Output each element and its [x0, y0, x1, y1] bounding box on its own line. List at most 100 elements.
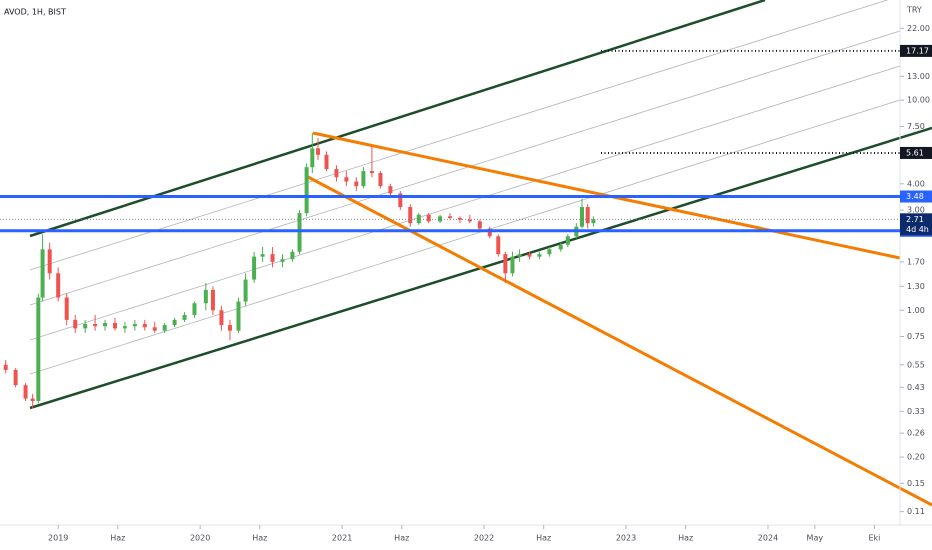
candle-body [83, 324, 88, 329]
y-tick-label: 1.70 [907, 257, 925, 266]
y-tick-label: 0.43 [907, 383, 925, 392]
candle-body [210, 289, 215, 311]
candle-body [565, 236, 570, 245]
x-tick-label: Haz [536, 534, 551, 543]
candle-body [3, 364, 8, 370]
channel-guide [29, 65, 901, 341]
y-tick-label: 13.00 [907, 72, 930, 81]
candle-body [142, 324, 147, 328]
x-tick-label: 2020 [190, 534, 210, 543]
candle-body [182, 314, 187, 320]
candle-body [537, 254, 542, 257]
candle-body [310, 148, 315, 168]
last-price-box [900, 213, 932, 236]
x-tick-label: Haz [678, 534, 693, 543]
candle-body [132, 324, 137, 327]
price-label-box [900, 190, 932, 203]
candle-body [243, 279, 248, 302]
candle-body [297, 213, 302, 252]
candle-body [369, 171, 374, 174]
y-tick-label: 7.50 [907, 122, 925, 131]
x-tick-label: 2022 [474, 534, 494, 543]
candle-body [378, 173, 383, 187]
candle-body [172, 319, 177, 326]
candle-body [388, 186, 393, 194]
countdown-label: 4d 4h [906, 225, 929, 234]
y-tick-label: 0.33 [907, 407, 925, 416]
candle-body [280, 259, 285, 262]
candle-body [354, 181, 359, 187]
x-tick-label: 2024 [758, 534, 778, 543]
candle-body [64, 297, 69, 320]
candle-body [438, 216, 443, 222]
price-label: 5.61 [906, 148, 924, 157]
y-tick-label: 22.00 [907, 24, 930, 33]
x-tick-label: 2023 [616, 534, 636, 543]
candle-body [315, 148, 320, 155]
x-tick-label: Haz [394, 534, 409, 543]
candle-body [47, 249, 52, 274]
candle-body [585, 207, 590, 224]
candle-body [203, 289, 208, 304]
candle-body [36, 297, 41, 401]
y-tick-label: 0.55 [907, 360, 925, 369]
candle-body [122, 326, 127, 329]
x-tick-label: Haz [252, 534, 267, 543]
x-tick-label: 2019 [48, 534, 68, 543]
price-label: 3.48 [906, 192, 924, 201]
candle-body [334, 169, 339, 178]
candle-body [344, 177, 349, 182]
candle-body [487, 228, 492, 237]
candle-body [558, 244, 563, 250]
candle-body [496, 236, 501, 255]
x-tick-label: 2021 [332, 534, 352, 543]
channel-guide [29, 0, 889, 271]
candle-body [236, 301, 241, 331]
candle-body [324, 154, 329, 170]
y-tick-label: 0.15 [907, 479, 925, 488]
candle-body [467, 219, 472, 222]
candle-body [112, 322, 117, 329]
last-price-label: 2.71 [906, 215, 924, 224]
candle-body [30, 398, 35, 401]
y-tick-label: 1.30 [907, 282, 925, 291]
candle-body [93, 324, 98, 327]
candle-body [448, 216, 452, 218]
y-tick-label: 0.75 [907, 332, 925, 341]
candle-body [192, 303, 197, 315]
symbol-title: AVOD, 1H, BIST [4, 8, 66, 17]
candle-body [510, 256, 515, 274]
y-tick-label: 0.11 [907, 507, 925, 516]
candle-body [426, 214, 431, 222]
candle-body [219, 310, 224, 326]
candle-body [580, 207, 585, 227]
candle-body [591, 219, 596, 224]
y-tick-label: 4.00 [907, 179, 925, 188]
x-tick-label: May [807, 534, 824, 543]
candle-body [477, 221, 482, 229]
candle-body [73, 319, 78, 329]
price-label-box [900, 146, 932, 159]
y-tick-label: 0.26 [907, 429, 925, 438]
candle-body [152, 327, 157, 331]
x-tick-label: Haz [110, 534, 125, 543]
channel-guide [29, 30, 901, 306]
candle-body [416, 214, 421, 224]
y-tick-label: 0.20 [907, 453, 925, 462]
y-tick-label: 1.00 [907, 306, 925, 315]
candle-body [23, 385, 28, 399]
y-unit: TRY [906, 6, 922, 15]
x-tick-label: Eki [868, 534, 880, 543]
candle-body [547, 249, 552, 255]
candle-body [227, 325, 232, 331]
candle-body [304, 167, 309, 214]
candle-body [260, 254, 265, 257]
candle-body [408, 207, 413, 224]
candle-body [457, 217, 462, 220]
candle-body [270, 254, 275, 262]
candle-body [162, 325, 167, 331]
candle-body [527, 254, 532, 257]
price-label: 17.17 [906, 46, 929, 55]
